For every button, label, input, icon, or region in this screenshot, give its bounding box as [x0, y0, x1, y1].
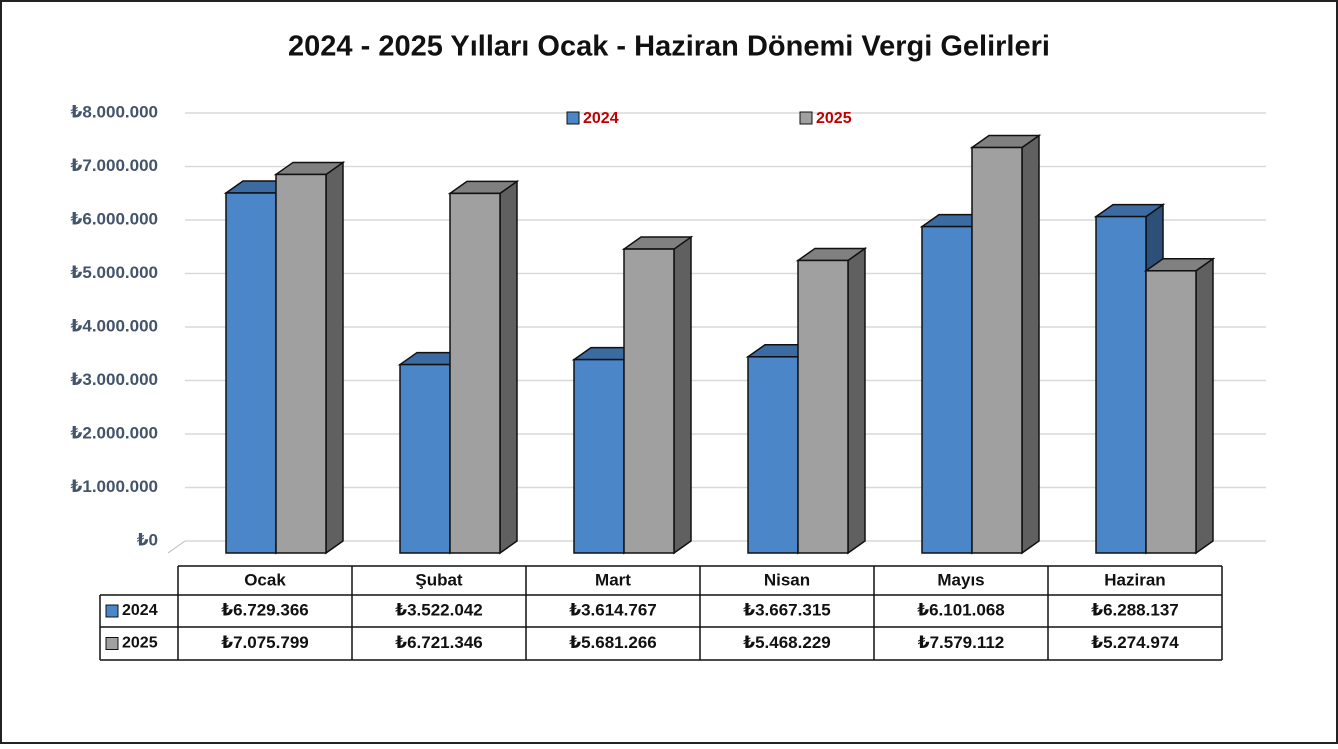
table-value: ₺6.101.068 [917, 600, 1004, 619]
bar-side [1195, 257, 1214, 555]
floor-edge [167, 540, 186, 554]
y-tick-label: ₺0 [137, 530, 158, 549]
y-tick-label: ₺2.000.000 [71, 423, 158, 442]
y-tick-label: ₺6.000.000 [71, 209, 158, 228]
table-value: ₺5.274.974 [1091, 633, 1179, 652]
table-value: ₺3.614.767 [569, 600, 656, 619]
table-value: ₺7.579.112 [918, 633, 1005, 652]
y-tick-label: ₺4.000.000 [71, 316, 158, 335]
table-row-label: 2024 [122, 602, 158, 619]
legend-label: 2024 [583, 110, 619, 127]
bar [573, 358, 625, 554]
table-value: ₺5.681.266 [569, 633, 656, 652]
bar [797, 259, 849, 554]
bar-side [847, 247, 866, 555]
table-row-label: 2025 [122, 635, 158, 652]
table-value: ₺5.468.229 [743, 633, 830, 652]
bar-side [499, 179, 518, 555]
bar [747, 356, 799, 554]
bar-side [1021, 134, 1040, 555]
bar [623, 248, 675, 554]
y-tick-label: ₺5.000.000 [71, 263, 158, 282]
bar [921, 225, 973, 554]
legend-swatch [566, 111, 580, 125]
bar [1145, 270, 1197, 554]
table-swatch [105, 637, 119, 650]
category-label: Nisan [764, 570, 810, 589]
chart-title: 2024 - 2025 Yılları Ocak - Haziran Dönem… [288, 31, 1050, 63]
y-tick-label: ₺1.000.000 [71, 477, 158, 496]
table-value: ₺6.729.366 [221, 600, 308, 619]
category-label: Mart [595, 570, 631, 589]
category-label: Haziran [1104, 570, 1165, 589]
bar [449, 192, 501, 554]
table-swatch [105, 604, 119, 618]
table-value: ₺6.288.137 [1091, 600, 1178, 619]
category-label: Mayıs [937, 570, 984, 589]
bar [399, 363, 451, 554]
bar-side [673, 235, 692, 555]
bar [225, 192, 277, 554]
bar [1095, 215, 1147, 554]
bar [971, 146, 1023, 554]
legend-swatch [799, 111, 813, 125]
y-tick-label: ₺8.000.000 [71, 102, 158, 121]
legend-label: 2025 [816, 110, 852, 127]
bar-side [325, 160, 344, 555]
bar [275, 173, 327, 554]
category-label: Ocak [244, 570, 286, 589]
table-value: ₺3.522.042 [395, 600, 482, 619]
table-value: ₺3.667.315 [743, 600, 830, 619]
table-value: ₺6.721.346 [395, 633, 482, 652]
category-label: Şubat [415, 570, 463, 589]
y-tick-label: ₺7.000.000 [71, 156, 158, 175]
table-value: ₺7.075.799 [221, 633, 308, 652]
y-tick-label: ₺3.000.000 [71, 370, 158, 389]
